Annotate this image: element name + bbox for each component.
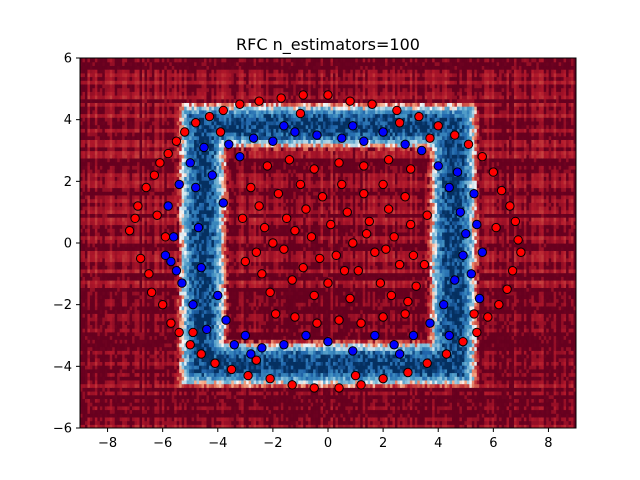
- decision-surface: [80, 58, 579, 429]
- chart-title: RFC n_estimators=100: [236, 35, 420, 55]
